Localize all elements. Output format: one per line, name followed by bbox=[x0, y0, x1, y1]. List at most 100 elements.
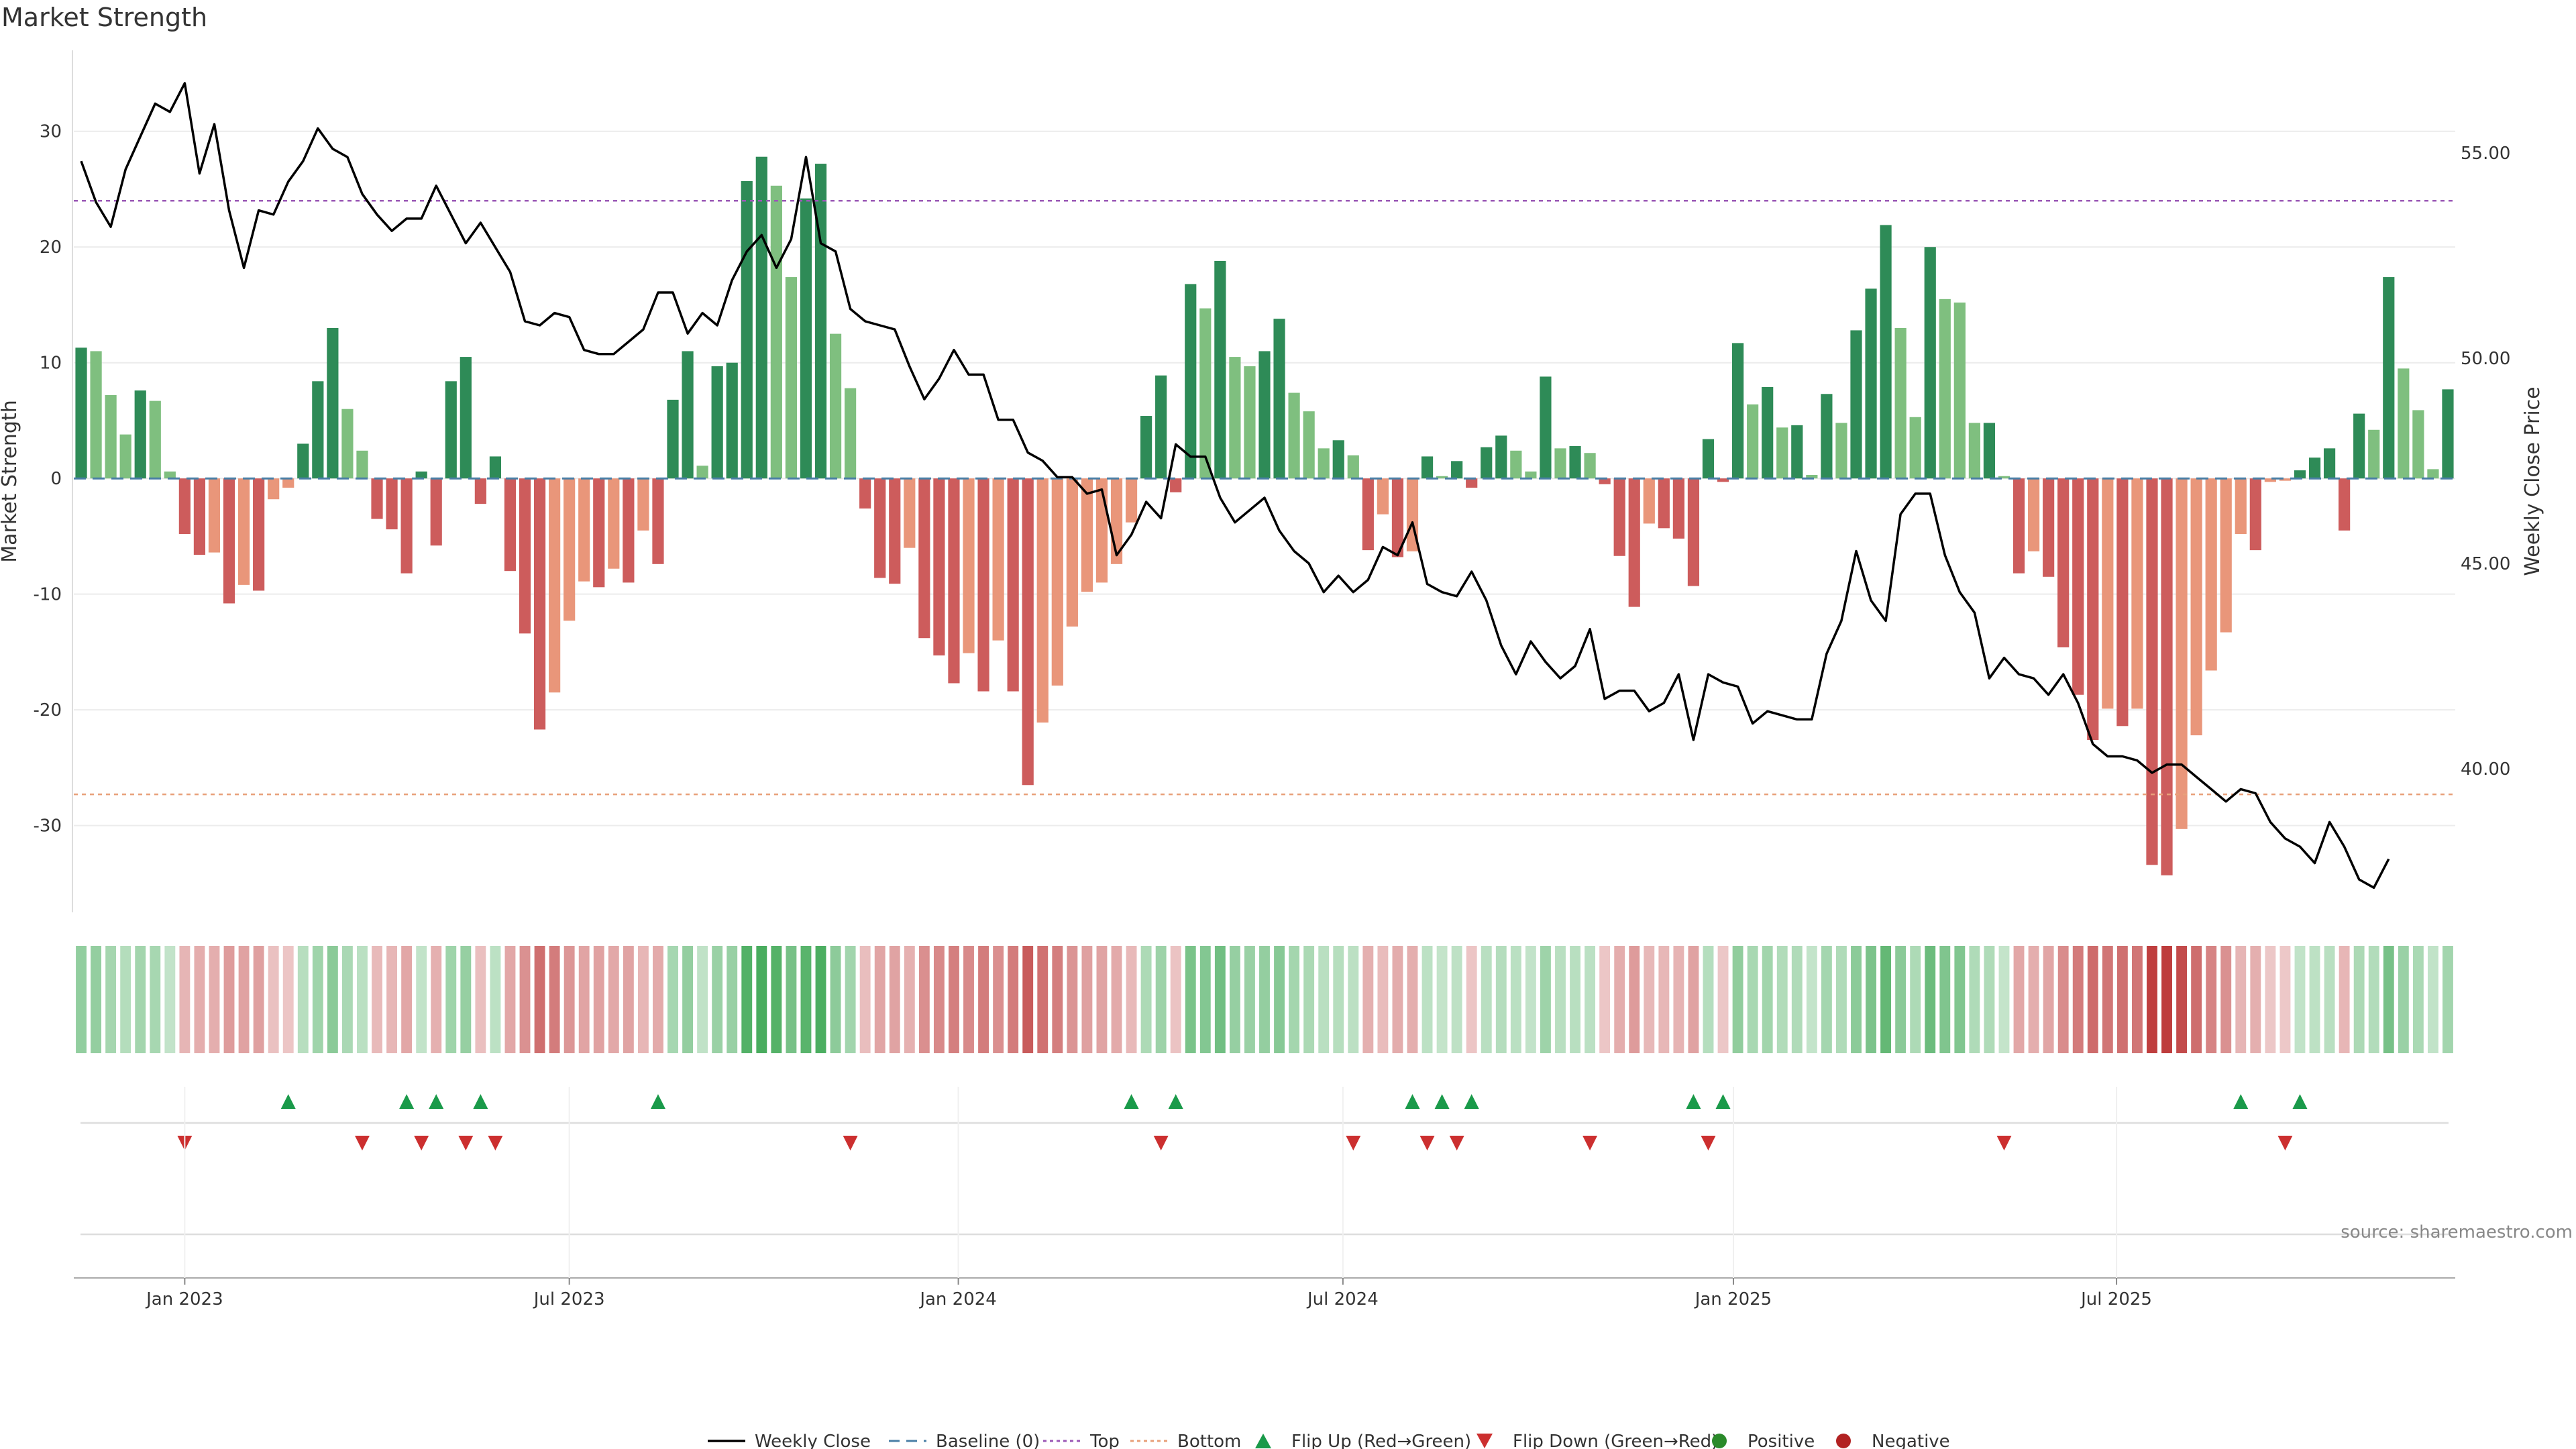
strength-bar bbox=[1510, 450, 1522, 479]
flip-down-marker bbox=[1996, 1136, 2012, 1150]
legend-swatch-circle bbox=[1836, 1434, 1851, 1448]
strength-bar bbox=[1569, 445, 1581, 479]
strength-bar bbox=[1835, 423, 1847, 479]
flip-down-marker bbox=[2277, 1136, 2293, 1150]
heat-cell bbox=[1362, 946, 1374, 1053]
heat-cell bbox=[1925, 946, 1936, 1053]
heat-cell bbox=[1732, 946, 1743, 1053]
legend-swatch-triangle-down bbox=[1477, 1434, 1493, 1448]
heat-cell bbox=[1836, 946, 1847, 1053]
heat-cell bbox=[1037, 946, 1049, 1053]
heat-cell bbox=[91, 946, 102, 1053]
strength-bar bbox=[2161, 478, 2173, 875]
legend-label: Positive bbox=[1748, 1432, 1815, 1449]
heat-cell bbox=[504, 946, 516, 1053]
strength-bar bbox=[1303, 411, 1315, 479]
heat-cell bbox=[2265, 946, 2276, 1053]
strength-bar bbox=[800, 198, 812, 479]
strength-bar bbox=[1125, 478, 1138, 523]
strength-bar bbox=[918, 478, 930, 639]
heat-cell bbox=[1081, 946, 1093, 1053]
strength-bar bbox=[1332, 440, 1344, 479]
flip-up-marker bbox=[1686, 1094, 1701, 1109]
heat-cell bbox=[874, 946, 885, 1053]
flip-up-marker bbox=[473, 1094, 488, 1109]
heat-cell bbox=[1274, 946, 1285, 1053]
heat-cell bbox=[1199, 946, 1211, 1053]
flip-up-marker bbox=[2233, 1094, 2249, 1109]
heat-cell bbox=[1939, 946, 1951, 1053]
y2-tick-label: 50.00 bbox=[2461, 349, 2510, 369]
heat-cell bbox=[933, 946, 945, 1053]
heat-cell bbox=[1806, 946, 1817, 1053]
heat-cell bbox=[2043, 946, 2054, 1053]
heat-cell bbox=[253, 946, 264, 1053]
strength-bar bbox=[327, 327, 339, 479]
strength-bar bbox=[2368, 429, 2380, 479]
heat-cell bbox=[2102, 946, 2113, 1053]
strength-bar bbox=[2190, 478, 2202, 736]
heat-strip bbox=[76, 946, 2453, 1053]
y-tick-label: 10 bbox=[40, 354, 62, 374]
legend-item: Flip Down (Green→Red) bbox=[1477, 1432, 1718, 1449]
strength-bar bbox=[371, 478, 383, 519]
strength-bar bbox=[2146, 478, 2158, 865]
heat-cell bbox=[904, 946, 915, 1053]
heat-cell bbox=[815, 946, 826, 1053]
heat-cell bbox=[1510, 946, 1521, 1053]
y-tick-label: -10 bbox=[34, 585, 62, 605]
strength-bar bbox=[1968, 423, 1980, 479]
heat-cell bbox=[2309, 946, 2320, 1053]
axes: 30 20 10 0 -10 -20 -30 55.00 50.00 45.00 40.00 Mark… bbox=[0, 50, 2544, 912]
heat-cell bbox=[519, 946, 531, 1053]
heat-cell bbox=[682, 946, 693, 1053]
heat-cell bbox=[1791, 946, 1803, 1053]
strength-bar bbox=[297, 443, 309, 479]
strength-bar bbox=[549, 478, 561, 693]
heat-cell bbox=[1570, 946, 1580, 1053]
heat-cell bbox=[1229, 946, 1240, 1053]
heat-cell bbox=[593, 946, 604, 1053]
heat-cell bbox=[1407, 946, 1418, 1053]
heat-cell bbox=[653, 946, 663, 1053]
strength-bar bbox=[2205, 478, 2217, 671]
weekly-close-series bbox=[80, 82, 2390, 890]
heat-cell bbox=[1481, 946, 1492, 1053]
strength-bar bbox=[608, 478, 620, 569]
heat-cell bbox=[949, 946, 959, 1053]
strength-bar bbox=[1806, 475, 1818, 479]
strength-bar bbox=[2339, 478, 2351, 531]
strength-bar bbox=[2427, 469, 2439, 479]
strength-bar bbox=[504, 478, 517, 572]
heat-cell bbox=[1155, 946, 1167, 1053]
legend-item: Bottom bbox=[1130, 1432, 1241, 1449]
heat-cell bbox=[386, 946, 398, 1053]
strength-bar bbox=[1066, 478, 1078, 627]
strength-bar bbox=[1717, 478, 1729, 482]
strength-bar bbox=[637, 478, 649, 531]
strength-bar bbox=[2323, 448, 2336, 479]
heat-cell bbox=[697, 946, 708, 1053]
heat-cell bbox=[727, 946, 738, 1053]
heat-cell bbox=[2131, 946, 2143, 1053]
heat-cell bbox=[1318, 946, 1330, 1053]
heat-cell bbox=[2383, 946, 2394, 1053]
strength-bar bbox=[2027, 478, 2040, 551]
heat-cell bbox=[2294, 946, 2306, 1053]
heat-cell bbox=[1910, 946, 1921, 1053]
heat-cell bbox=[786, 946, 797, 1053]
strength-bar bbox=[2072, 478, 2084, 695]
flip-up-marker bbox=[280, 1094, 296, 1109]
strength-bar bbox=[2176, 478, 2188, 829]
strength-bar bbox=[2012, 478, 2025, 574]
strength-bar bbox=[208, 478, 221, 553]
heat-cell bbox=[2087, 946, 2098, 1053]
flip-down-marker bbox=[1701, 1136, 1716, 1150]
y-tick-label: 30 bbox=[40, 122, 62, 142]
strength-bar bbox=[2235, 478, 2247, 534]
strength-bar bbox=[933, 478, 945, 656]
heat-cell bbox=[1052, 946, 1063, 1053]
heat-cell bbox=[135, 946, 146, 1053]
legend-label: Weekly Close bbox=[755, 1432, 871, 1449]
strength-bar bbox=[119, 434, 131, 479]
